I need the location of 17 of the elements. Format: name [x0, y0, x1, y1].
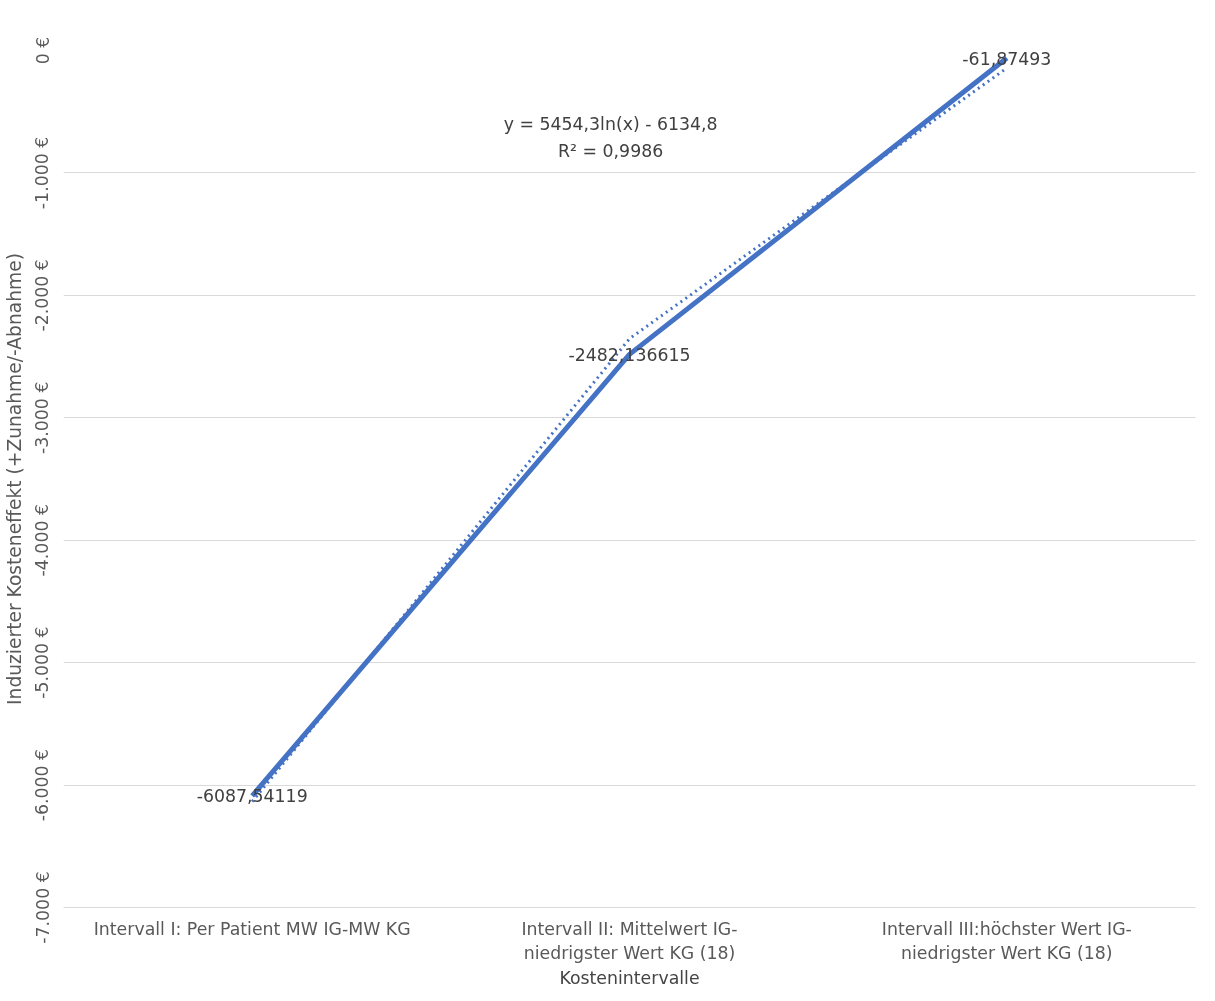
annotation: y = 5454,3ln(x) - 6134,8 [503, 113, 718, 134]
annotation: R² = 0,9986 [558, 140, 664, 161]
y-tick-label: -2.000 € [32, 259, 53, 332]
x-tick-label: Intervall III:höchster Wert IG-niedrigster Wert KG (18) [881, 918, 1132, 963]
y-tick-label: -3.000 € [32, 381, 53, 454]
x-tick-label: Intervall II: Mittelwert IG-niedrigster Wert KG (18) [521, 918, 738, 963]
data-label: -6087,54119 [196, 786, 308, 807]
y-tick-label: -7.000 € [32, 871, 53, 944]
y-tick-label: -1.000 € [32, 136, 53, 210]
y-tick-label: -4.000 € [32, 504, 53, 577]
y-tick-label: -6.000 € [32, 748, 53, 822]
y-axis-title: Induzierter Kosteneffekt (+Zunahme/-Abnahme) [3, 253, 25, 705]
data-label: -61,87493 [962, 48, 1052, 69]
x-tick-label: Intervall I: Per Patient MW IG-MW KG [93, 918, 411, 939]
x-axis-title: Kostenintervalle [559, 967, 700, 988]
y-tick-label: 0 € [32, 36, 53, 65]
y-tick-label: -5.000 € [32, 626, 53, 699]
